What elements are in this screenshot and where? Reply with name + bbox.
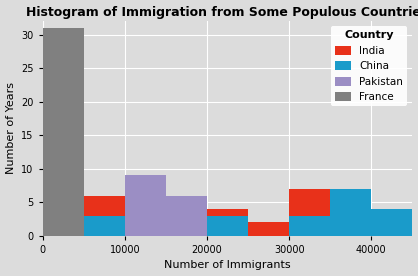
X-axis label: Number of Immigrants: Number of Immigrants xyxy=(164,261,291,270)
Legend: India, China, Pakistan, France: India, China, Pakistan, France xyxy=(331,26,407,107)
Y-axis label: Number of Years: Number of Years xyxy=(5,83,15,174)
Title: Histogram of Immigration from Some Populous Countries: Histogram of Immigration from Some Popul… xyxy=(26,6,418,18)
